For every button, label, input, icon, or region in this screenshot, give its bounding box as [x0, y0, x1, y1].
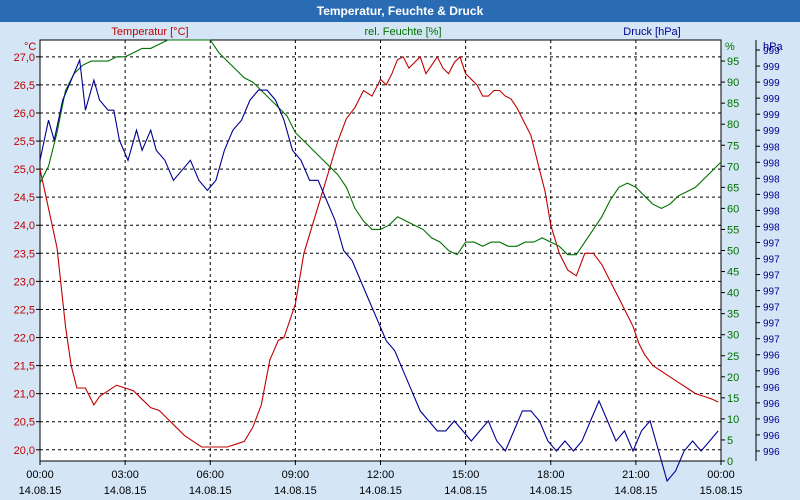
pressure-tick-label: 998 [763, 190, 780, 201]
humidity-tick-label: 35 [727, 309, 739, 321]
humidity-tick-label: 65 [727, 182, 739, 194]
temperature-tick-label: 24,5 [14, 192, 35, 204]
x-tick-date-label: 14.08.15 [104, 485, 147, 497]
temperature-tick-label: 25,0 [14, 164, 35, 176]
pressure-axis-label: Druck [hPa] [623, 26, 680, 38]
pressure-tick-label: 996 [763, 383, 780, 394]
series-line-humidity [39, 39, 722, 256]
temperature-tick-label: 24,0 [14, 220, 35, 232]
temperature-tick-label: 21,0 [14, 389, 35, 401]
pressure-tick-label: 998 [763, 158, 780, 169]
x-tick-time-label: 00:00 [26, 469, 54, 481]
temperature-tick-label: 20,5 [14, 417, 35, 429]
series-layer [39, 39, 722, 483]
x-tick-date-label: 14.08.15 [359, 485, 402, 497]
x-tick-date-label: 14.08.15 [614, 485, 657, 497]
humidity-tick-label: 60 [727, 203, 739, 215]
pressure-tick-label: 999 [763, 94, 780, 105]
temperature-tick-label: 26,5 [14, 80, 35, 92]
pressure-tick-label: 998 [763, 206, 780, 217]
humidity-tick-label: 0 [727, 456, 733, 468]
pressure-tick-label: 996 [763, 431, 780, 442]
x-tick-date-label: 15.08.15 [700, 485, 743, 497]
temperature-unit-label: °C [24, 41, 36, 53]
pressure-tick-label: 999 [763, 110, 780, 121]
pressure-tick-label: 997 [763, 335, 780, 346]
pressure-tick-label: 997 [763, 303, 780, 314]
x-tick-date-label: 14.08.15 [189, 485, 232, 497]
humidity-tick-label: 45 [727, 267, 739, 279]
x-tick-date-label: 14.08.15 [444, 485, 487, 497]
temperature-axis-label: Temperatur [°C] [111, 26, 188, 38]
axes-layer: 20,0 20,5 21,0 21,5 22,0 22,5 23,0 23,5 24,0 24,5… [14, 40, 780, 497]
pressure-tick-label: 997 [763, 287, 780, 298]
x-tick-time-label: 18:00 [537, 469, 565, 481]
pressure-tick-label: 998 [763, 142, 780, 153]
temperature-tick-label: 23,0 [14, 276, 35, 288]
temperature-tick-label: 21,5 [14, 361, 35, 373]
humidity-tick-label: 10 [727, 414, 739, 426]
humidity-tick-label: 55 [727, 224, 739, 236]
pressure-tick-label: 997 [763, 271, 780, 282]
x-tick-time-label: 15:00 [452, 469, 480, 481]
pressure-tick-label: 996 [763, 399, 780, 410]
grid-lines [40, 40, 721, 461]
pressure-tick-label: 999 [763, 126, 780, 137]
pressure-tick-label: 997 [763, 238, 780, 249]
temperature-tick-label: 23,5 [14, 248, 35, 260]
pressure-tick-label: 996 [763, 447, 780, 458]
pressure-tick-label: 996 [763, 415, 780, 426]
humidity-tick-label: 95 [727, 56, 739, 68]
temperature-tick-label: 20,0 [14, 445, 35, 457]
humidity-tick-label: 75 [727, 140, 739, 152]
pressure-tick-label: 998 [763, 222, 780, 233]
temperature-tick-label: 27,0 [14, 52, 35, 64]
humidity-tick-label: 15 [727, 393, 739, 405]
x-tick-time-label: 00:00 [707, 469, 735, 481]
humidity-axis-label: rel. Feuchte [%] [364, 26, 441, 38]
temperature-tick-label: 22,5 [14, 304, 35, 316]
humidity-tick-label: 80 [727, 119, 739, 131]
humidity-tick-label: 40 [727, 288, 739, 300]
chart-title: Temperatur, Feuchte & Druck [0, 0, 800, 22]
pressure-tick-label: 998 [763, 174, 780, 185]
pressure-tick-label: 999 [763, 46, 780, 57]
series-line-pressure [39, 57, 719, 483]
x-tick-time-label: 12:00 [367, 469, 395, 481]
pressure-unit-label: hPa [763, 41, 783, 53]
x-tick-time-label: 06:00 [196, 469, 224, 481]
humidity-tick-label: 25 [727, 351, 739, 363]
humidity-tick-label: 30 [727, 330, 739, 342]
humidity-unit-label: % [725, 41, 735, 53]
pressure-tick-label: 996 [763, 351, 780, 362]
pressure-tick-label: 999 [763, 78, 780, 89]
x-tick-time-label: 09:00 [282, 469, 310, 481]
series-line-temperature [39, 55, 719, 448]
x-tick-time-label: 03:00 [111, 469, 139, 481]
temperature-tick-label: 22,0 [14, 333, 35, 345]
temperature-tick-label: 25,5 [14, 136, 35, 148]
x-tick-time-label: 21:00 [622, 469, 650, 481]
pressure-tick-label: 997 [763, 255, 780, 266]
humidity-tick-label: 85 [727, 98, 739, 110]
humidity-tick-label: 70 [727, 161, 739, 173]
x-tick-date-label: 14.08.15 [19, 485, 62, 497]
humidity-tick-label: 90 [727, 77, 739, 89]
pressure-tick-label: 999 [763, 62, 780, 73]
pressure-tick-label: 996 [763, 367, 780, 378]
x-tick-date-label: 14.08.15 [274, 485, 317, 497]
humidity-tick-label: 50 [727, 246, 739, 258]
humidity-tick-label: 5 [727, 435, 733, 447]
humidity-tick-label: 20 [727, 372, 739, 384]
temperature-tick-label: 26,0 [14, 108, 35, 120]
x-tick-date-label: 14.08.15 [529, 485, 572, 497]
pressure-tick-label: 997 [763, 319, 780, 330]
